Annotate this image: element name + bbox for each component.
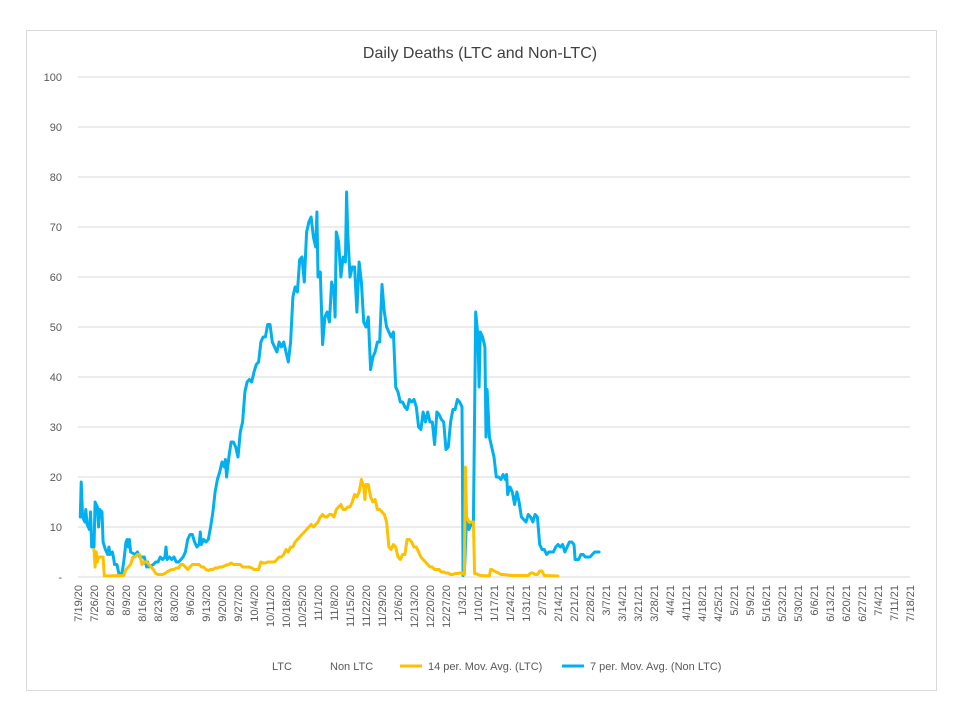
x-tick-label: 11/22/20 xyxy=(361,585,373,627)
x-tick-label: 6/20/21 xyxy=(841,585,853,622)
x-tick-label: 4/18/21 xyxy=(697,585,709,622)
x-tick-label: 11/29/20 xyxy=(377,585,389,627)
y-tick-label: 90 xyxy=(50,122,62,134)
grid-lines xyxy=(78,77,910,577)
x-tick-label: 4/25/21 xyxy=(713,585,725,622)
x-tick-label: 12/13/20 xyxy=(409,585,421,628)
x-tick-label: 5/9/21 xyxy=(745,585,757,616)
x-tick-label: 5/23/21 xyxy=(777,585,789,622)
x-tick-label: 9/27/20 xyxy=(233,585,245,622)
x-tick-label: 3/28/21 xyxy=(649,585,661,622)
series-lines xyxy=(80,192,599,576)
x-tick-label: 11/15/20 xyxy=(345,585,357,627)
x-tick-label: 7/11/21 xyxy=(889,585,901,621)
x-tick-label: 8/2/20 xyxy=(105,585,117,616)
chart-title: Daily Deaths (LTC and Non-LTC) xyxy=(363,45,597,62)
x-tick-label: 12/20/20 xyxy=(425,585,437,628)
x-tick-label: 4/11/21 xyxy=(681,585,693,621)
legend-label: 7 per. Mov. Avg. (Non LTC) xyxy=(590,661,721,673)
y-tick-label: 50 xyxy=(50,322,62,334)
chart-svg: Daily Deaths (LTC and Non-LTC) - 10 20 30 40… xyxy=(0,0,960,720)
x-tick-label: 10/4/20 xyxy=(249,585,261,622)
y-tick-label: 80 xyxy=(50,172,62,184)
x-tick-label: 7/19/20 xyxy=(73,585,85,622)
series-line-nonltc-avg xyxy=(80,192,599,576)
x-tick-label: 2/7/21 xyxy=(537,585,549,616)
y-tick-label: 40 xyxy=(50,372,62,384)
legend: LTC Non LTC 14 per. Mov. Avg. (LTC) 7 per. … xyxy=(272,661,721,673)
x-axis-ticks: 7/19/20 7/26/20 8/2/20 8/9/20 8/16/20 8/23/20… xyxy=(73,585,917,628)
x-tick-label: 2/28/21 xyxy=(585,585,597,622)
x-tick-label: 9/6/20 xyxy=(185,585,197,616)
legend-label: LTC xyxy=(272,661,292,673)
x-tick-label: 1/3/21 xyxy=(457,585,469,616)
x-tick-label: 7/18/21 xyxy=(905,585,917,622)
x-tick-label: 3/7/21 xyxy=(601,585,613,616)
x-tick-label: 11/1/20 xyxy=(313,585,325,621)
x-tick-label: 5/30/21 xyxy=(793,585,805,622)
x-tick-label: 3/14/21 xyxy=(617,585,629,622)
x-tick-label: 10/18/20 xyxy=(281,585,293,628)
x-tick-label: 8/30/20 xyxy=(169,585,181,622)
x-tick-label: 12/6/20 xyxy=(393,585,405,622)
y-tick-label: 100 xyxy=(44,72,62,84)
x-tick-label: 5/16/21 xyxy=(761,585,773,622)
x-tick-label: 4/4/21 xyxy=(665,585,677,616)
x-tick-label: 10/25/20 xyxy=(297,585,309,628)
x-tick-label: 8/9/20 xyxy=(121,585,133,616)
y-tick-label: - xyxy=(58,572,62,584)
x-tick-label: 10/11/20 xyxy=(265,585,277,627)
x-tick-label: 6/6/21 xyxy=(809,585,821,616)
x-tick-label: 1/31/21 xyxy=(521,585,533,622)
x-tick-label: 2/14/21 xyxy=(553,585,565,622)
x-tick-label: 6/27/21 xyxy=(857,585,869,622)
x-tick-label: 3/21/21 xyxy=(633,585,645,622)
x-tick-label: 12/27/20 xyxy=(441,585,453,628)
y-tick-label: 20 xyxy=(50,472,62,484)
x-tick-label: 11/8/20 xyxy=(329,585,341,621)
x-tick-label: 8/23/20 xyxy=(153,585,165,622)
y-tick-label: 70 xyxy=(50,222,62,234)
y-tick-label: 60 xyxy=(50,272,62,284)
legend-label: 14 per. Mov. Avg. (LTC) xyxy=(428,661,542,673)
x-tick-label: 1/10/21 xyxy=(473,585,485,622)
x-tick-label: 7/4/21 xyxy=(873,585,885,616)
x-tick-label: 1/24/21 xyxy=(505,585,517,622)
x-tick-label: 6/13/21 xyxy=(825,585,837,622)
x-tick-label: 9/13/20 xyxy=(201,585,213,622)
x-tick-label: 7/26/20 xyxy=(89,585,101,622)
x-tick-label: 9/20/20 xyxy=(217,585,229,622)
y-tick-label: 30 xyxy=(50,422,62,434)
y-axis-ticks: - 10 20 30 40 50 60 70 80 90 100 xyxy=(44,72,63,584)
x-tick-label: 8/16/20 xyxy=(137,585,149,622)
x-tick-label: 2/21/21 xyxy=(569,585,581,622)
x-tick-label: 1/17/21 xyxy=(489,585,501,622)
x-tick-label: 5/2/21 xyxy=(729,585,741,616)
legend-label: Non LTC xyxy=(330,661,373,673)
y-tick-label: 10 xyxy=(50,522,62,534)
